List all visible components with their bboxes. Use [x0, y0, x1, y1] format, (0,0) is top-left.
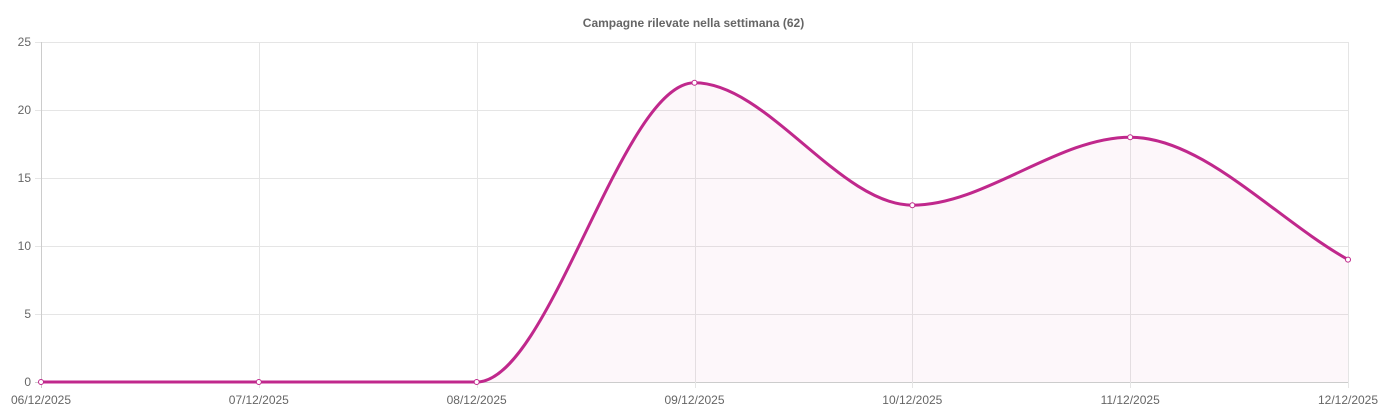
x-tick-label: 08/12/2025: [447, 393, 507, 407]
data-point: [255, 379, 262, 385]
x-tick-label: 11/12/2025: [1101, 393, 1160, 407]
data-point: [691, 79, 698, 86]
y-tick-label: 0: [24, 375, 31, 389]
y-tick-label: 5: [24, 307, 31, 321]
chart-title: Campagne rilevate nella settimana (62): [582, 16, 805, 30]
data-point: [1127, 134, 1134, 141]
data-point: [909, 202, 916, 209]
y-tick-label: 20: [18, 103, 32, 117]
y-tick-label: 25: [18, 35, 32, 49]
data-point: [473, 379, 480, 385]
data-point: [38, 379, 44, 385]
y-tick-label: 15: [18, 171, 32, 185]
x-tick-label: 12/12/2025: [1318, 393, 1378, 407]
series-area-fill: [41, 82, 1348, 383]
x-tick-label: 07/12/2025: [229, 393, 289, 407]
y-tick-label: 10: [18, 239, 32, 253]
x-tick-label: 06/12/2025: [11, 393, 71, 407]
data-point: [1345, 256, 1351, 263]
x-tick-label: 09/12/2025: [664, 393, 724, 407]
x-tick-label: 10/12/2025: [882, 393, 942, 407]
